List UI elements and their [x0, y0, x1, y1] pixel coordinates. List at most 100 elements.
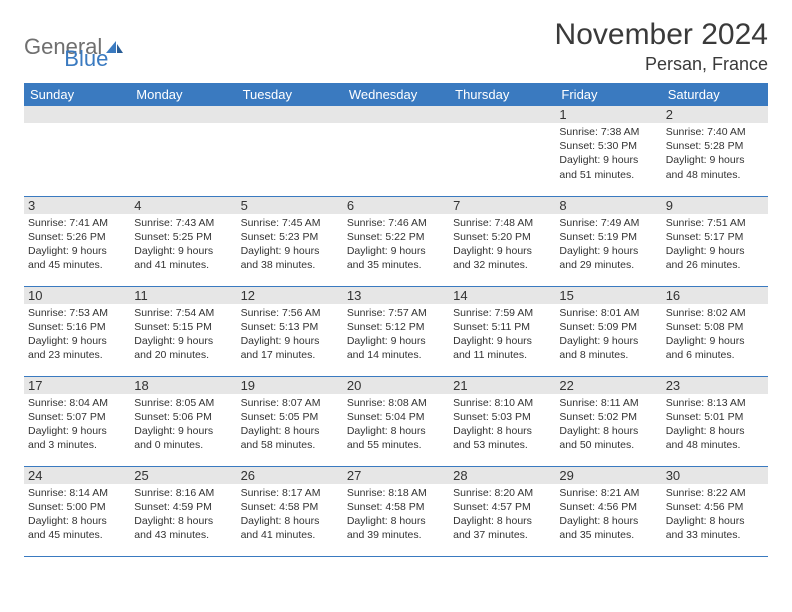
calendar-cell: 4Sunrise: 7:43 AMSunset: 5:25 PMDaylight… [130, 196, 236, 286]
calendar-week-row: 1Sunrise: 7:38 AMSunset: 5:30 PMDaylight… [24, 106, 768, 196]
calendar-cell: 15 Sunrise: 8:01 AMSunset: 5:09 PMDayligh… [555, 286, 661, 376]
calendar-cell: 5 Sunrise: 7:45 AMSunset: 5:23 PMDaylight… [237, 196, 343, 286]
weekday-header: Tuesday [237, 83, 343, 106]
day-details: Sunrise: 7:53 AMSunset: 5:16 PMDaylight:… [28, 306, 126, 363]
calendar-cell: 9 Sunrise: 7:51 AMSunset: 5:17 PMDaylight… [662, 196, 768, 286]
day-number: 6 [343, 197, 449, 214]
day-number: 19 [237, 377, 343, 394]
calendar-cell: 28Sunrise: 8:20 AMSunset: 4:57 PMDayligh… [449, 466, 555, 556]
calendar-cell: 23 Sunrise: 8:13 AMSunset: 5:01 PMDayligh… [662, 376, 768, 466]
weekday-header: Sunday [24, 83, 130, 106]
calendar-cell: 18Sunrise: 8:05 AMSunset: 5:06 PMDayligh… [130, 376, 236, 466]
calendar-cell: 1Sunrise: 7:38 AMSunset: 5:30 PMDaylight… [555, 106, 661, 196]
day-number: 28 [449, 467, 555, 484]
day-details: Sunrise: 8:22 AMSunset: 4:56 PMDaylight:… [666, 486, 764, 543]
day-number-empty [130, 106, 236, 123]
calendar-cell: 25 Sunrise: 8:16 AMSunset: 4:59 PMDayligh… [130, 466, 236, 556]
day-details: Sunrise: 7:40 AMSunset: 5:28 PMDaylight:… [666, 125, 764, 182]
calendar-cell: 30 Sunrise: 8:22 AMSunset: 4:56 PMDayligh… [662, 466, 768, 556]
day-details: Sunrise: 7:45 AMSunset: 5:23 PMDaylight:… [241, 216, 339, 273]
day-details: Sunrise: 8:16 AMSunset: 4:59 PMDaylight:… [134, 486, 232, 543]
page-header: General Blue November 2024 Persan, Franc… [24, 18, 768, 75]
day-details: Sunrise: 7:56 AMSunset: 5:13 PMDaylight:… [241, 306, 339, 363]
day-details: Sunrise: 7:41 AMSunset: 5:26 PMDaylight:… [28, 216, 126, 273]
calendar-grid: SundayMondayTuesdayWednesdayThursdayFrid… [24, 83, 768, 557]
day-number: 5 [237, 197, 343, 214]
calendar-cell: 24 Sunrise: 8:14 AMSunset: 5:00 PMDayligh… [24, 466, 130, 556]
day-details: Sunrise: 8:14 AMSunset: 5:00 PMDaylight:… [28, 486, 126, 543]
calendar-cell [24, 106, 130, 196]
day-details: Sunrise: 8:13 AMSunset: 5:01 PMDaylight:… [666, 396, 764, 453]
title-block: November 2024 Persan, France [555, 18, 768, 75]
calendar-cell [130, 106, 236, 196]
day-number: 30 [662, 467, 768, 484]
calendar-cell: 17 Sunrise: 8:04 AMSunset: 5:07 PMDayligh… [24, 376, 130, 466]
day-details: Sunrise: 7:48 AMSunset: 5:20 PMDaylight:… [453, 216, 551, 273]
calendar-cell: 20 Sunrise: 8:08 AMSunset: 5:04 PMDayligh… [343, 376, 449, 466]
day-details: Sunrise: 8:04 AMSunset: 5:07 PMDaylight:… [28, 396, 126, 453]
day-number-empty [24, 106, 130, 123]
day-number-empty [237, 106, 343, 123]
calendar-cell: 8 Sunrise: 7:49 AMSunset: 5:19 PMDaylight… [555, 196, 661, 286]
brand-logo: General Blue [24, 18, 108, 72]
day-details: Sunrise: 8:01 AMSunset: 5:09 PMDaylight:… [559, 306, 657, 363]
calendar-cell: 6Sunrise: 7:46 AMSunset: 5:22 PMDaylight… [343, 196, 449, 286]
day-number: 10 [24, 287, 130, 304]
calendar-week-row: 24 Sunrise: 8:14 AMSunset: 5:00 PMDayligh… [24, 466, 768, 556]
location-label: Persan, France [555, 54, 768, 75]
day-details: Sunrise: 8:21 AMSunset: 4:56 PMDaylight:… [559, 486, 657, 543]
day-number: 3 [24, 197, 130, 214]
day-number: 8 [555, 197, 661, 214]
day-number: 23 [662, 377, 768, 394]
day-details: Sunrise: 7:51 AMSunset: 5:17 PMDaylight:… [666, 216, 764, 273]
day-number: 29 [555, 467, 661, 484]
calendar-cell: 27 Sunrise: 8:18 AMSunset: 4:58 PMDayligh… [343, 466, 449, 556]
day-details: Sunrise: 8:17 AMSunset: 4:58 PMDaylight:… [241, 486, 339, 543]
day-number: 22 [555, 377, 661, 394]
day-details: Sunrise: 8:11 AMSunset: 5:02 PMDaylight:… [559, 396, 657, 453]
calendar-cell: 2Sunrise: 7:40 AMSunset: 5:28 PMDaylight… [662, 106, 768, 196]
calendar-week-row: 3 Sunrise: 7:41 AMSunset: 5:26 PMDaylight… [24, 196, 768, 286]
day-number: 21 [449, 377, 555, 394]
day-number: 18 [130, 377, 236, 394]
day-number: 15 [555, 287, 661, 304]
calendar-cell: 22 Sunrise: 8:11 AMSunset: 5:02 PMDayligh… [555, 376, 661, 466]
day-number: 20 [343, 377, 449, 394]
day-details: Sunrise: 8:18 AMSunset: 4:58 PMDaylight:… [347, 486, 445, 543]
calendar-cell [449, 106, 555, 196]
day-number: 17 [24, 377, 130, 394]
day-number: 11 [130, 287, 236, 304]
day-number: 16 [662, 287, 768, 304]
day-number: 1 [555, 106, 661, 123]
day-number-empty [449, 106, 555, 123]
weekday-header: Wednesday [343, 83, 449, 106]
calendar-cell: 13Sunrise: 7:57 AMSunset: 5:12 PMDayligh… [343, 286, 449, 376]
day-details: Sunrise: 7:43 AMSunset: 5:25 PMDaylight:… [134, 216, 232, 273]
day-number: 27 [343, 467, 449, 484]
calendar-cell: 29 Sunrise: 8:21 AMSunset: 4:56 PMDayligh… [555, 466, 661, 556]
weekday-header: Saturday [662, 83, 768, 106]
day-details: Sunrise: 8:08 AMSunset: 5:04 PMDaylight:… [347, 396, 445, 453]
calendar-week-row: 17 Sunrise: 8:04 AMSunset: 5:07 PMDayligh… [24, 376, 768, 466]
calendar-page: General Blue November 2024 Persan, Franc… [0, 0, 792, 557]
day-details: Sunrise: 7:54 AMSunset: 5:15 PMDaylight:… [134, 306, 232, 363]
day-details: Sunrise: 8:10 AMSunset: 5:03 PMDaylight:… [453, 396, 551, 453]
weekday-header: Thursday [449, 83, 555, 106]
calendar-cell: 12 Sunrise: 7:56 AMSunset: 5:13 PMDayligh… [237, 286, 343, 376]
calendar-cell: 11 Sunrise: 7:54 AMSunset: 5:15 PMDayligh… [130, 286, 236, 376]
calendar-cell [237, 106, 343, 196]
day-details: Sunrise: 7:49 AMSunset: 5:19 PMDaylight:… [559, 216, 657, 273]
day-number-empty [343, 106, 449, 123]
day-number: 24 [24, 467, 130, 484]
day-number: 12 [237, 287, 343, 304]
calendar-cell: 14Sunrise: 7:59 AMSunset: 5:11 PMDayligh… [449, 286, 555, 376]
day-number: 9 [662, 197, 768, 214]
weekday-header-row: SundayMondayTuesdayWednesdayThursdayFrid… [24, 83, 768, 106]
month-title: November 2024 [555, 18, 768, 52]
weekday-header: Monday [130, 83, 236, 106]
day-details: Sunrise: 8:07 AMSunset: 5:05 PMDaylight:… [241, 396, 339, 453]
calendar-cell: 21 Sunrise: 8:10 AMSunset: 5:03 PMDayligh… [449, 376, 555, 466]
calendar-cell: 7Sunrise: 7:48 AMSunset: 5:20 PMDaylight… [449, 196, 555, 286]
day-details: Sunrise: 7:57 AMSunset: 5:12 PMDaylight:… [347, 306, 445, 363]
day-number: 25 [130, 467, 236, 484]
